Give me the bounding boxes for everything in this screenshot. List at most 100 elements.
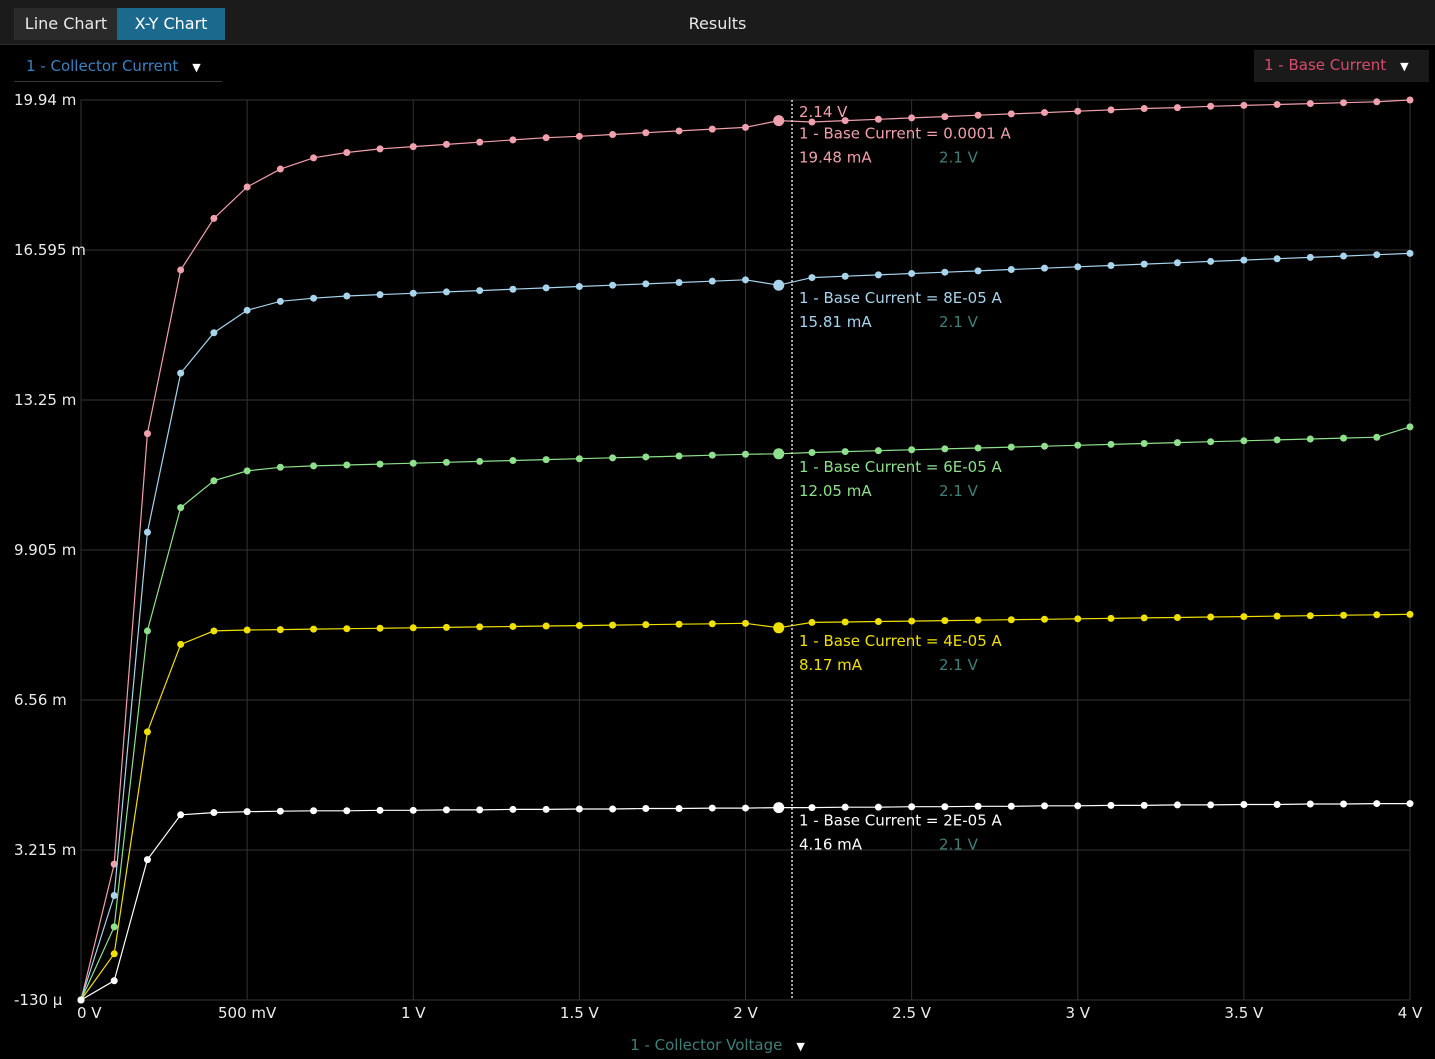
y-axis-selector[interactable]: 1 - Collector Current ▼ [14,52,222,82]
data-point [974,802,982,810]
data-point [1373,98,1381,106]
data-point [1273,255,1281,263]
data-point [1406,800,1414,808]
data-point [841,448,849,456]
data-point [1273,100,1281,108]
data-point [143,856,151,864]
data-point [841,272,849,280]
data-point [908,114,916,122]
data-point [376,460,384,468]
data-point [1074,263,1082,271]
data-point [1373,251,1381,259]
data-point [1140,614,1148,622]
tab-line-chart[interactable]: Line Chart [14,8,118,40]
data-point [642,129,650,137]
data-point [110,950,118,958]
data-point [509,285,517,293]
data-point [276,165,284,173]
data-point [773,802,785,814]
data-point [542,284,550,292]
cursor-x-value-label: 2.1 V [939,313,979,331]
data-point [343,148,351,156]
data-point [376,145,384,153]
data-point [243,306,251,314]
data-point [409,289,417,297]
x-tick-label: 4 V [1398,1004,1423,1022]
data-point [476,287,484,295]
data-point [310,807,318,815]
cursor-x-label: 2.14 V [799,103,848,121]
data-point [1373,611,1381,619]
data-point [143,528,151,536]
data-point [1273,612,1281,620]
data-point [1406,249,1414,257]
data-point [1207,257,1215,265]
y-tick-label: 19.94 m [14,91,76,109]
data-point [1074,441,1082,449]
data-point [276,463,284,471]
tab-xy-chart[interactable]: X-Y Chart [117,8,225,40]
data-point [1240,101,1248,109]
x-axis-selector-label: 1 - Collector Voltage [630,1036,783,1054]
data-point [1373,433,1381,441]
data-point [609,805,617,813]
y-tick-label: 9.905 m [14,541,76,559]
data-point [1041,264,1049,272]
data-point [1140,439,1148,447]
data-point [442,623,450,631]
data-point [742,276,749,284]
cursor-series-label: 1 - Base Current = 0.0001 A [799,125,1011,143]
data-point [1140,105,1148,113]
data-point [1273,436,1281,444]
data-point [243,626,251,634]
data-point [908,803,916,811]
data-point [1373,800,1381,808]
cursor-value-label: 19.48 mA [799,149,872,167]
data-point [841,618,849,626]
data-point [1306,253,1314,261]
data-point [675,452,683,460]
series-selector-label: 1 - Base Current [1264,56,1387,74]
data-point [908,270,916,278]
data-point [708,804,716,812]
data-point [1074,107,1082,115]
x-axis-selector[interactable]: 1 - Collector Voltage ▼ [0,1036,1435,1054]
data-point [941,445,949,453]
data-point [1041,109,1049,117]
data-point [808,804,816,812]
data-point [808,274,816,282]
data-point [642,280,650,288]
data-point [509,136,517,144]
data-point [1340,99,1348,107]
data-point [575,132,583,140]
data-point [974,444,982,452]
data-point [1406,96,1414,104]
data-point [343,461,351,469]
data-point [773,622,785,634]
data-point [177,504,185,512]
data-point [1007,802,1015,810]
data-point [310,154,318,162]
cursor-series-label: 1 - Base Current = 2E-05 A [799,812,1003,830]
data-point [708,451,716,459]
data-point [773,448,785,460]
cursor-value-label: 15.81 mA [799,313,872,331]
data-point [509,457,517,465]
data-point [773,115,785,127]
data-point [941,803,949,811]
data-point [1273,800,1281,808]
data-point [1207,102,1215,110]
data-point [177,640,185,648]
cursor-series-label: 1 - Base Current = 6E-05 A [799,458,1003,476]
y-tick-label: 6.56 m [14,691,67,709]
data-point [542,622,550,630]
data-point [509,805,517,813]
chevron-down-icon: ▼ [192,61,201,74]
x-tick-label: 3 V [1065,1004,1090,1022]
data-point [276,626,284,634]
data-point [908,446,916,454]
series-selector[interactable]: 1 - Base Current ▼ [1254,50,1429,82]
data-point [442,806,450,814]
data-point [575,283,583,291]
